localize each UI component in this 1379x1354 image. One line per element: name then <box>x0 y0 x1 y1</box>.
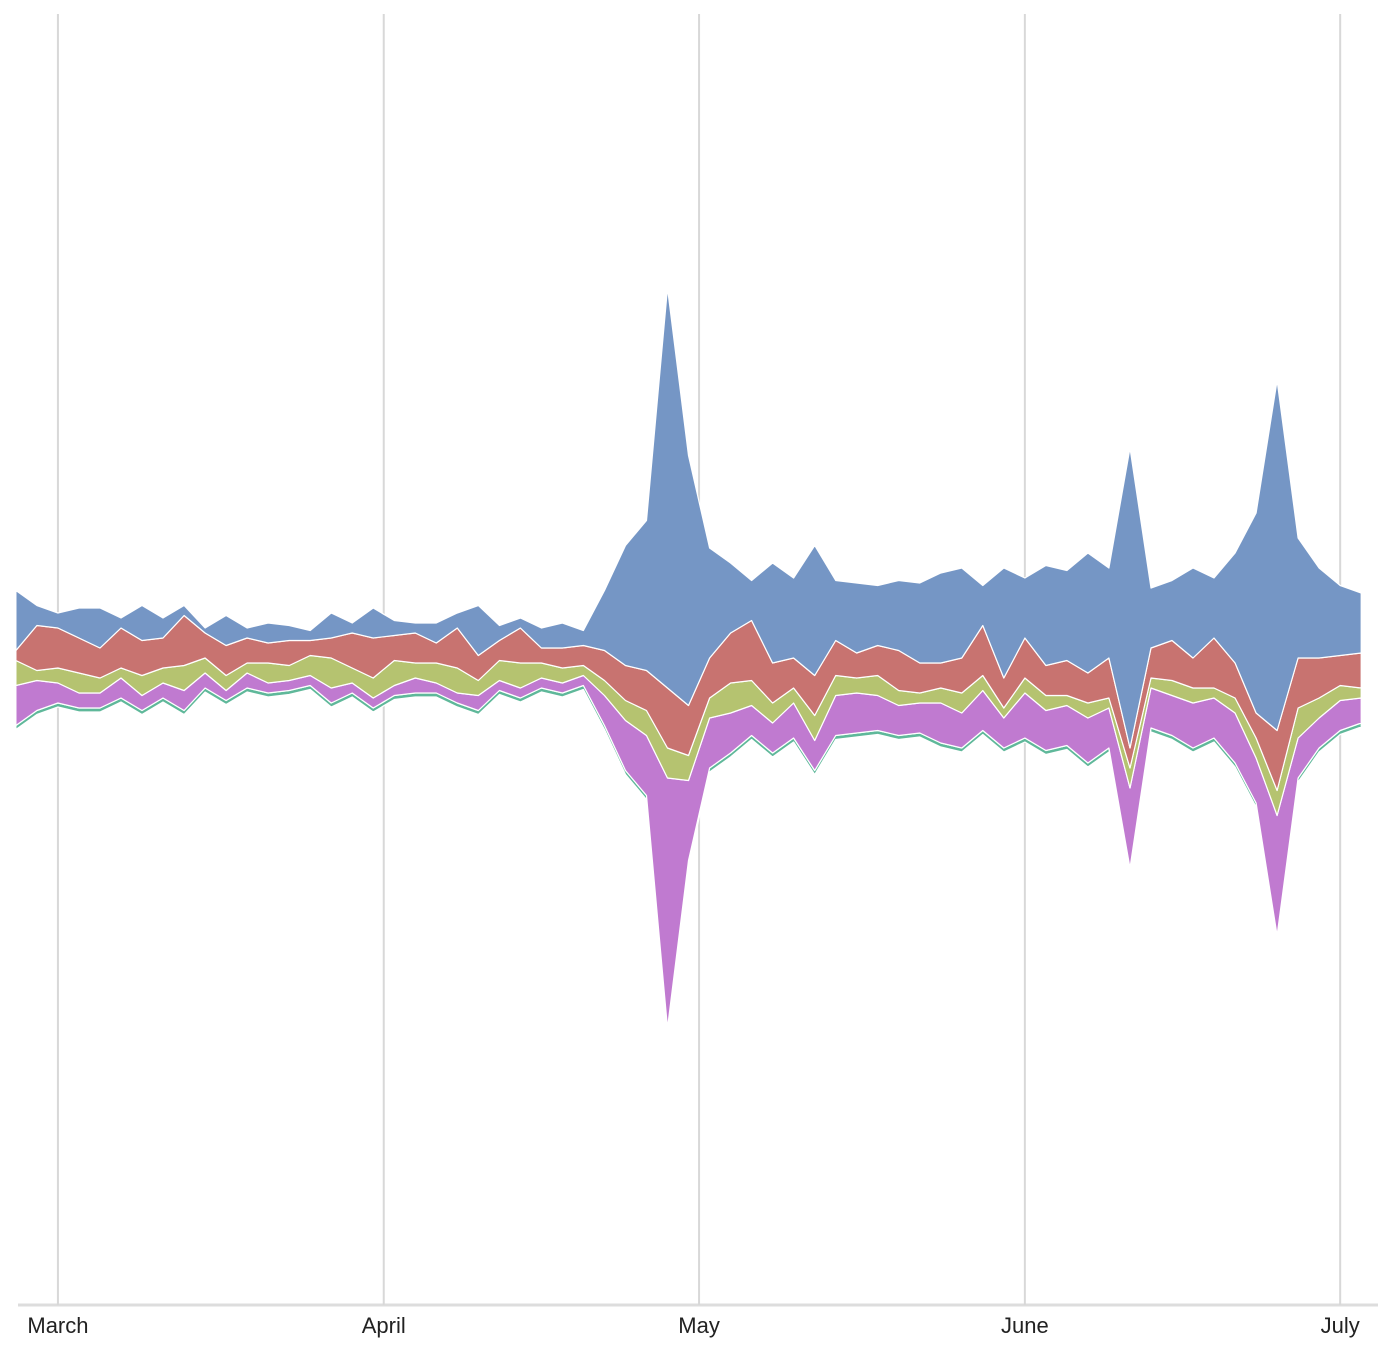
x-tick-label: June <box>1001 1313 1049 1338</box>
x-tick-label: March <box>27 1313 88 1338</box>
x-tick-label: July <box>1321 1313 1360 1338</box>
x-tick-label: April <box>362 1313 406 1338</box>
stream-layer <box>15 287 1362 749</box>
x-tick-label: May <box>678 1313 720 1338</box>
